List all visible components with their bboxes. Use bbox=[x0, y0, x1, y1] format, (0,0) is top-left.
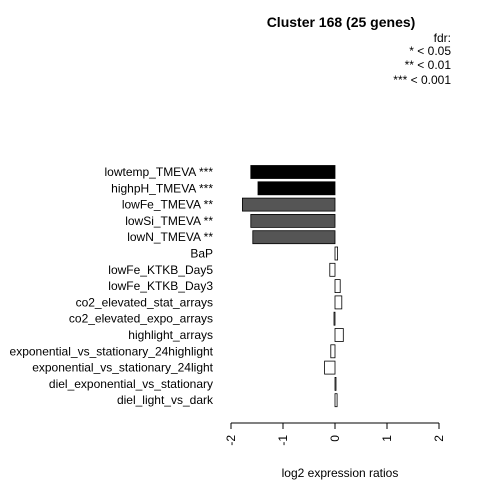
category-label-0: lowtemp_TMEVA *** bbox=[105, 165, 214, 179]
category-label-1: highpH_TMEVA *** bbox=[111, 181, 213, 195]
bar-9 bbox=[333, 311, 336, 326]
x-tick-label-1: -1 bbox=[276, 435, 290, 446]
category-label-6: lowFe_KTKB_Day5 bbox=[108, 263, 213, 277]
bar-3 bbox=[250, 213, 336, 228]
legend-title: fdr: bbox=[434, 31, 451, 45]
category-label-10: highlight_arrays bbox=[128, 328, 213, 342]
legend-entry-3: *** < 0.001 bbox=[393, 73, 451, 87]
bar-12 bbox=[324, 360, 336, 375]
category-label-4: lowN_TMEVA ** bbox=[127, 230, 213, 244]
x-tick-label-4: 2 bbox=[432, 435, 446, 442]
bar-11 bbox=[330, 344, 336, 359]
category-label-7: lowFe_KTKB_Day3 bbox=[108, 279, 213, 293]
bar-7 bbox=[334, 279, 341, 294]
bar-1 bbox=[257, 181, 336, 196]
chart-title: Cluster 168 (25 genes) bbox=[267, 14, 416, 30]
bar-8 bbox=[334, 295, 343, 310]
legend-entry-2: ** < 0.01 bbox=[405, 58, 452, 72]
category-label-12: exponential_vs_stationary_24light bbox=[32, 361, 213, 375]
x-tick-label-3: 1 bbox=[380, 435, 394, 442]
category-labels: lowtemp_TMEVA *** highpH_TMEVA *** lowFe_T… bbox=[10, 165, 214, 407]
category-label-8: co2_elevated_stat_arrays bbox=[76, 295, 213, 309]
bar-4 bbox=[252, 230, 336, 245]
x-tick-label-0: -2 bbox=[224, 435, 238, 446]
category-label-3: lowSi_TMEVA ** bbox=[125, 214, 213, 228]
bar-13 bbox=[334, 376, 337, 391]
category-label-2: lowFe_TMEVA ** bbox=[122, 198, 213, 212]
legend-entry-1: * < 0.05 bbox=[409, 44, 451, 58]
bars-group bbox=[241, 165, 344, 408]
bar-14 bbox=[334, 393, 338, 408]
category-label-5: BaP bbox=[190, 247, 213, 261]
category-label-11: exponential_vs_stationary_24highlight bbox=[10, 344, 214, 358]
bar-0 bbox=[250, 165, 336, 179]
category-label-14: diel_light_vs_dark bbox=[117, 393, 214, 407]
x-axis-title: log2 expression ratios bbox=[282, 466, 399, 480]
category-label-9: co2_elevated_expo_arrays bbox=[69, 312, 213, 326]
bar-2 bbox=[241, 197, 336, 212]
bar-5 bbox=[334, 246, 338, 261]
x-axis: -2 -1 0 1 2 bbox=[224, 422, 446, 446]
fdr-legend: fdr: * < 0.05 ** < 0.01 *** < 0.001 bbox=[393, 31, 451, 87]
category-label-13: diel_exponential_vs_stationary bbox=[49, 377, 213, 391]
bar-6 bbox=[329, 262, 336, 277]
bar-10 bbox=[334, 328, 344, 342]
x-tick-label-2: 0 bbox=[328, 435, 342, 442]
